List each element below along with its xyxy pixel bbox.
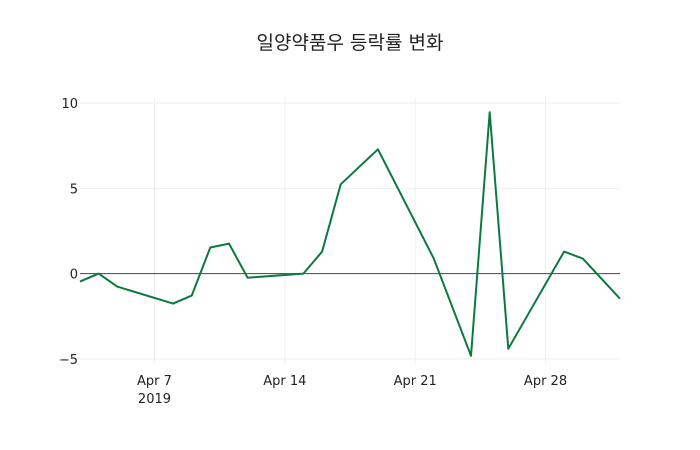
x-tick-year-label: 2019 [138, 392, 171, 407]
y-tick-label: 5 [70, 182, 78, 197]
series-line [79, 111, 621, 357]
series-polyline [79, 111, 621, 357]
x-tick-label: Apr 28 [524, 374, 567, 389]
chart-title: 일양약품우 등락률 변화 [257, 32, 444, 54]
x-axis-ticks: Apr 7 2019 Apr 14 Apr 21 Apr 28 [137, 374, 567, 407]
y-tick-label: 10 [61, 97, 78, 112]
x-tick-label: Apr 21 [394, 374, 437, 389]
y-tick-label: 0 [70, 268, 78, 283]
y-axis-ticks: 10 5 0 −5 [59, 97, 78, 368]
x-tick-label: Apr 7 [137, 374, 172, 389]
x-tick-label: Apr 14 [263, 374, 306, 389]
y-tick-label: −5 [59, 353, 78, 368]
gridlines [80, 98, 620, 364]
